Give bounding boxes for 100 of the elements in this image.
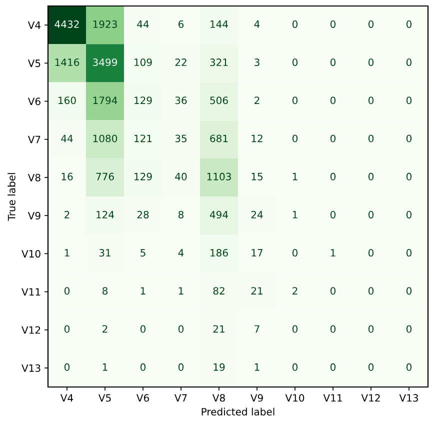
data-label: 506 [210, 96, 228, 104]
data-label: 2 [64, 210, 70, 218]
data-label: 1 [254, 363, 260, 371]
data-label: 124 [96, 210, 114, 218]
data-label: 0 [292, 20, 298, 28]
data-label: 0 [178, 363, 184, 371]
x-axis-title: Predicted label [202, 408, 274, 416]
data-label: 121 [134, 134, 152, 142]
data-label: 0 [368, 210, 374, 218]
data-label: 0 [406, 58, 412, 66]
data-label: 0 [406, 287, 412, 295]
data-label: 4 [178, 249, 184, 256]
data-label: 0 [292, 325, 298, 333]
y-axis-title: True label [8, 173, 16, 221]
data-label: 1 [140, 287, 146, 295]
x-tick-label: V4 [60, 394, 74, 402]
data-label: 0 [368, 20, 374, 28]
data-label: 321 [210, 58, 228, 66]
data-label: 44 [61, 134, 73, 142]
data-label: 186 [210, 248, 228, 257]
data-label: 1 [102, 363, 108, 371]
y-tick-label: V5 [28, 60, 40, 68]
data-label: 0 [292, 248, 298, 257]
data-label: 1794 [93, 96, 118, 104]
data-label: 0 [330, 20, 336, 28]
x-tick-label: V7 [174, 394, 187, 402]
data-label: 2 [254, 96, 260, 104]
data-label: 2 [102, 325, 108, 333]
data-label: 22 [175, 58, 186, 66]
data-label: 681 [210, 134, 228, 142]
data-label: 31 [99, 248, 110, 257]
y-tick-label: V9 [28, 212, 40, 220]
data-label: 3 [254, 58, 260, 66]
data-label: 0 [64, 287, 70, 295]
x-tick-label: V11 [323, 394, 342, 402]
data-label: 21 [251, 287, 262, 295]
data-label: 0 [368, 172, 374, 180]
data-label: 0 [406, 325, 412, 333]
data-label: 0 [406, 134, 412, 142]
data-label: 6 [178, 20, 184, 28]
data-label: 1 [292, 211, 298, 218]
data-label: 2 [292, 287, 298, 295]
data-label: 1923 [93, 20, 117, 28]
x-tick-label: V5 [98, 394, 111, 402]
data-label: 0 [368, 287, 374, 295]
data-label: 0 [178, 325, 184, 333]
data-label: 28 [137, 210, 149, 218]
data-label: 8 [178, 210, 184, 218]
data-label: 0 [406, 248, 412, 257]
data-label: 12 [252, 134, 262, 142]
data-label: 494 [210, 210, 228, 218]
data-label: 35 [175, 134, 186, 142]
data-label: 19 [214, 363, 225, 371]
data-label: 0 [406, 96, 412, 104]
data-label: 82 [213, 287, 224, 295]
data-label: 16 [62, 172, 73, 180]
data-label: 776 [96, 172, 114, 180]
y-tick-label: V7 [28, 136, 40, 144]
data-label: 109 [134, 58, 152, 66]
data-label: 15 [252, 172, 262, 180]
data-label: 0 [368, 325, 374, 333]
data-label: 7 [254, 325, 260, 333]
data-label: 0 [330, 134, 336, 142]
x-tick-label: V8 [212, 394, 225, 402]
y-tick-label: V12 [22, 326, 40, 334]
data-label: 0 [368, 58, 374, 66]
data-label: 0 [406, 363, 412, 371]
y-tick-label: V13 [22, 364, 40, 372]
data-label: 0 [330, 58, 336, 66]
y-tick-label: V4 [28, 22, 40, 29]
x-tick-label: V12 [361, 394, 380, 402]
data-label: 1103 [207, 172, 231, 180]
data-label: 1416 [55, 58, 80, 66]
data-label: 4 [254, 20, 260, 28]
data-label: 0 [64, 363, 70, 371]
data-label: 3499 [93, 58, 118, 66]
data-label: 21 [213, 325, 224, 333]
data-label: 129 [134, 172, 152, 180]
data-label: 5 [140, 249, 146, 257]
data-label: 144 [210, 20, 228, 28]
data-label: 0 [368, 96, 374, 104]
data-label: 0 [292, 363, 298, 371]
data-label: 24 [251, 210, 263, 218]
data-label: 0 [330, 210, 336, 218]
data-label: 0 [330, 287, 336, 295]
y-tick-label: V8 [28, 174, 40, 182]
data-label: 0 [368, 134, 374, 142]
y-tick-label: V11 [22, 288, 40, 296]
data-label: 0 [292, 96, 298, 104]
data-label: 129 [134, 96, 152, 104]
data-label: 0 [330, 325, 336, 333]
x-tick-label: V10 [285, 394, 304, 402]
y-tick-label: V10 [22, 250, 40, 258]
data-label: 0 [330, 172, 336, 180]
data-label: 1 [292, 172, 298, 180]
data-label: 17 [252, 249, 263, 256]
data-label: 0 [406, 210, 412, 218]
data-label: 0 [368, 248, 374, 257]
y-tick-label: V6 [28, 98, 40, 106]
data-label: 0 [140, 363, 146, 371]
